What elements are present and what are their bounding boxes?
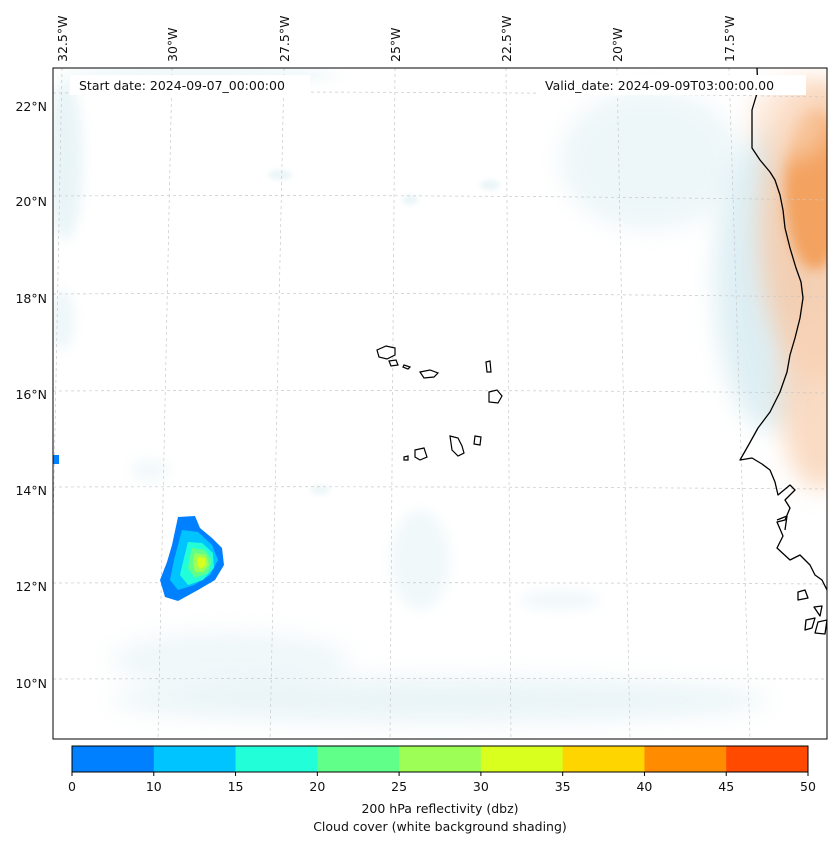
start-date-box: Start date: 2024-09-07_00:00:00 — [70, 75, 310, 95]
lon-label-22-5w: 22.5°W — [499, 16, 514, 62]
colorbar-label-reflectivity: 200 hPa reflectivity (dbz) — [361, 801, 518, 816]
island-fogo — [414, 447, 428, 461]
colorbar-tick-label: 0 — [68, 779, 76, 794]
colorbar-segment — [317, 746, 400, 772]
colorbar: 0 10 15 20 25 30 35 40 45 50 200 hPa reflectivity… — [68, 745, 816, 834]
valid-date-box: Valid_date: 2024-09-09T03:00:00.00 — [538, 75, 806, 95]
lon-label-30w: 30°W — [165, 27, 180, 62]
colorbar-segment — [153, 746, 237, 772]
orange-shading — [750, 80, 827, 490]
lat-label-12n: 12°N — [15, 579, 47, 594]
island-sal — [485, 360, 492, 373]
colorbar-tick-label: 25 — [391, 779, 407, 794]
colorbar-segment — [562, 746, 645, 772]
colorbar-tick-label: 10 — [146, 779, 162, 794]
colorbar-tick-label: 35 — [555, 779, 571, 794]
colorbar-segments — [72, 746, 809, 772]
colorbar-segment — [72, 746, 155, 772]
map-content: Start date: 2024-09-07_00:00:00 Valid_da… — [53, 68, 827, 739]
island-santa-luzia — [402, 364, 412, 370]
colorbar-label-cloud-cover: Cloud cover (white background shading) — [313, 819, 567, 834]
colorbar-segment — [726, 746, 809, 772]
coastline — [739, 68, 827, 635]
colorbar-frame — [71, 745, 809, 773]
lat-label-20n: 20°N — [15, 194, 47, 209]
lat-label-22n: 22°N — [15, 99, 47, 114]
lat-label-16n: 16°N — [15, 387, 47, 402]
colorbar-segment — [480, 746, 564, 772]
cape-verde-islands — [376, 345, 503, 461]
lat-label-14n: 14°N — [15, 483, 47, 498]
colorbar-tick-label: 15 — [228, 779, 244, 794]
start-date-label: Start date: 2024-09-07_00:00:00 — [79, 78, 285, 93]
lon-label-27-5w: 27.5°W — [277, 16, 292, 62]
colorbar-tick-label: 30 — [473, 779, 489, 794]
colorbar-tick-label: 50 — [800, 779, 816, 794]
latitude-labels: 22°N 20°N 18°N 16°N 14°N 12°N 10°N — [15, 99, 47, 691]
colorbar-tick-label: 45 — [718, 779, 734, 794]
island-santiago — [449, 435, 465, 457]
colorbar-segment — [235, 746, 318, 772]
reflectivity-edge-pixel — [53, 455, 59, 464]
lon-label-17-5w: 17.5°W — [722, 16, 737, 62]
cloud-cover-shading — [53, 68, 825, 722]
island-santo-antao — [376, 345, 396, 360]
island-brava — [403, 455, 409, 461]
colorbar-segment — [644, 746, 727, 772]
lat-label-10n: 10°N — [15, 676, 47, 691]
island-maio — [473, 435, 482, 446]
colorbar-ticks: 0 10 15 20 25 30 35 40 45 50 — [68, 772, 816, 794]
island-sao-nicolau — [419, 369, 440, 379]
lat-label-18n: 18°N — [15, 291, 47, 306]
colorbar-tick-label: 40 — [636, 779, 652, 794]
colorbar-tick-label: 20 — [309, 779, 325, 794]
map-frame — [52, 67, 828, 740]
lon-label-25w: 25°W — [388, 27, 403, 62]
valid-date-label: Valid_date: 2024-09-09T03:00:00.00 — [545, 78, 774, 93]
island-sao-vicente — [388, 359, 399, 367]
lon-label-32-5w: 32.5°W — [55, 16, 70, 62]
island-boa-vista — [488, 389, 503, 404]
longitude-labels: 32.5°W 30°W 27.5°W 25°W 22.5°W 20°W 17.5… — [55, 16, 737, 62]
colorbar-segment — [399, 746, 482, 772]
reflectivity-cell — [53, 455, 224, 601]
lon-label-20w: 20°W — [610, 27, 625, 62]
